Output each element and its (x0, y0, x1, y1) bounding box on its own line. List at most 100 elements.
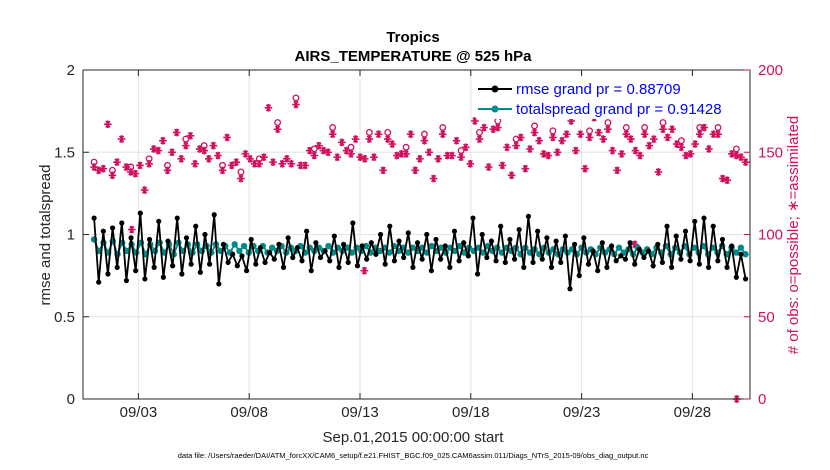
rmse-point (613, 258, 619, 264)
obs-possible-point (641, 124, 649, 131)
legend-spread-marker (491, 105, 499, 113)
rmse-point (350, 220, 356, 226)
totalspread-point (615, 244, 623, 251)
obs-assimilated-point (214, 151, 222, 160)
rmse-point (146, 236, 153, 243)
obs-possible-point (402, 143, 410, 151)
rmse-point (562, 233, 568, 239)
obs-assimilated-point (457, 153, 465, 161)
y-axis-label: rmse and totalspread (37, 165, 54, 306)
x-axis-label: Sep.01,2015 00:00:00 start (323, 429, 505, 446)
rmse-point (433, 236, 439, 243)
rmse-point (539, 256, 545, 262)
rmse-point (396, 238, 402, 244)
obs-possible-point (714, 124, 722, 131)
obs-assimilated-point (402, 150, 410, 158)
obs-assimilated-point (429, 174, 438, 183)
obs-assimilated-point (223, 133, 231, 142)
rmse-point (553, 238, 559, 244)
rmse-point (733, 274, 739, 280)
rmse-point (253, 261, 259, 267)
obs-assimilated-point (218, 166, 227, 175)
data-file-footnote: data file: /Users/raeder/DAI/ATM_forcXX/… (178, 451, 649, 460)
obs-assimilated-point (246, 155, 254, 163)
rmse-point (206, 261, 213, 267)
rmse-point (382, 261, 388, 267)
rmse-point (632, 261, 638, 267)
rmse-point (100, 228, 106, 234)
obs-assimilated-point (154, 146, 163, 155)
obs-assimilated-point (741, 158, 750, 166)
obs-assimilated-point (145, 159, 153, 168)
totalspread-point (437, 244, 445, 251)
rmse-point (484, 254, 490, 261)
rmse-point (280, 264, 287, 270)
rmse-point (345, 259, 351, 266)
rmse-point (216, 281, 222, 287)
rmse-point (377, 231, 384, 238)
totalspread-point (325, 242, 332, 250)
rmse-point (225, 259, 231, 266)
legend-rmse-label: rmse grand pr = 0.88709 (516, 81, 681, 98)
rmse-point (442, 243, 448, 249)
rmse-point (572, 241, 578, 247)
x-tick-label: 09/13 (341, 404, 379, 421)
rmse-point (276, 241, 282, 247)
rmse-point (391, 258, 398, 264)
rmse-point (322, 248, 328, 254)
obs-assimilated-point (622, 130, 631, 138)
obs-possible-point (549, 127, 557, 135)
obs-possible-point (732, 145, 740, 153)
y-right-tick-label: 100 (758, 227, 783, 244)
obs-assimilated-point (411, 166, 420, 175)
rmse-point (516, 226, 522, 233)
obs-assimilated-point (383, 135, 392, 143)
rmse-point (91, 215, 97, 221)
obs-possible-point (384, 128, 392, 136)
rmse-point (368, 240, 374, 246)
rmse-point (576, 273, 582, 279)
obs-assimilated-point (131, 169, 140, 178)
rmse-point (719, 236, 726, 243)
rmse-point (327, 258, 333, 264)
totalspread-point (123, 247, 131, 255)
rmse-point (687, 258, 693, 264)
obs-assimilated-point (397, 150, 406, 158)
obs-assimilated-point (553, 148, 562, 157)
rmse-point (636, 246, 642, 252)
rmse-point (567, 286, 573, 292)
obs-possible-point (531, 122, 538, 130)
obs-assimilated-point (200, 146, 208, 155)
y-right-tick-label: 0 (758, 391, 766, 408)
rmse-point (493, 258, 499, 264)
rmse-point (336, 264, 342, 270)
rmse-point (364, 256, 370, 262)
obs-assimilated-point (117, 135, 126, 143)
obs-assimilated-point (695, 130, 704, 138)
obs-assimilated-point (631, 146, 640, 155)
obs-assimilated-point (136, 161, 144, 170)
rmse-point (137, 210, 143, 216)
obs-assimilated-point (466, 159, 475, 168)
obs-assimilated-point (374, 130, 383, 138)
x-tick-label: 09/03 (120, 404, 158, 421)
obs-assimilated-point (475, 135, 484, 143)
rmse-point (142, 276, 148, 282)
rmse-point (271, 256, 277, 262)
obs-assimilated-point (310, 151, 319, 160)
rmse-point (645, 248, 652, 254)
rmse-point (387, 223, 393, 229)
rmse-point (405, 230, 411, 236)
rmse-point (354, 263, 361, 269)
totalspread-point (737, 244, 745, 251)
y-right-tick-label: 200 (758, 62, 783, 79)
obs-assimilated-point (627, 135, 635, 143)
obs-assimilated-point (237, 174, 245, 183)
chart-subtitle: AIRS_TEMPERATURE @ 525 hPa (295, 48, 533, 65)
rmse-point (664, 223, 670, 229)
rmse-point (530, 259, 536, 266)
rmse-point (165, 238, 171, 244)
obs-assimilated-point (104, 120, 112, 129)
rmse-point (498, 223, 504, 229)
rmse-point (414, 240, 421, 246)
